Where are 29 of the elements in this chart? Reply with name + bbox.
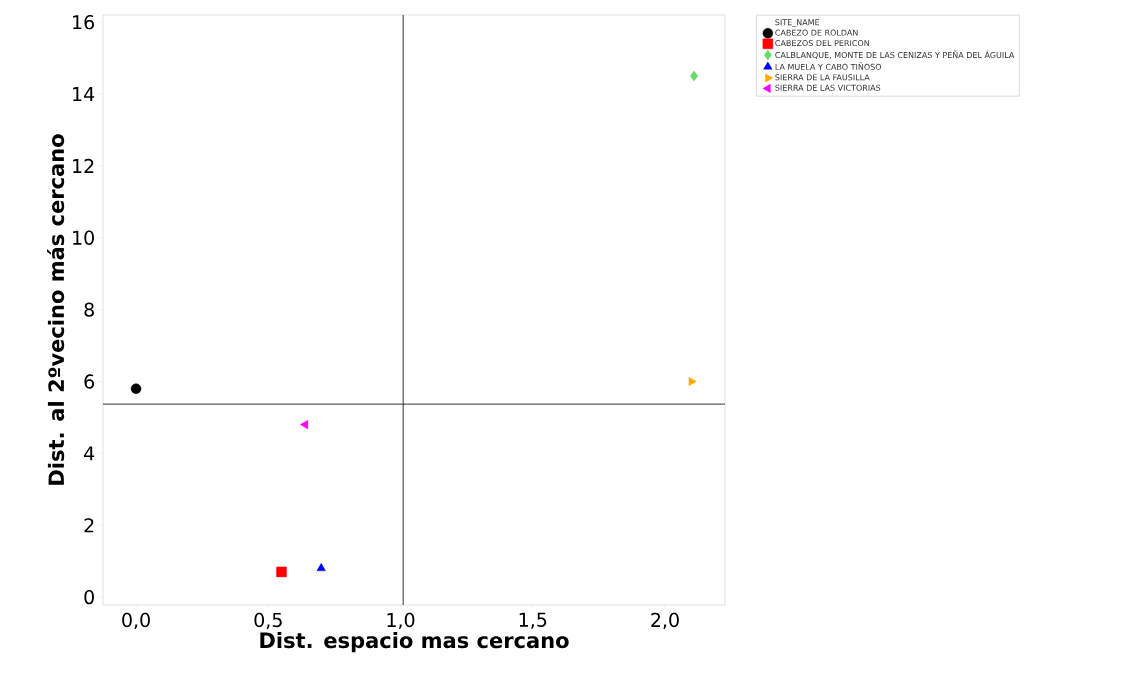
y-tick-label: 2	[84, 518, 94, 533]
legend-label: CALBLANQUE, MONTE DE LAS CENIZAS Y PEÑA DEL ÁGUILA	[775, 50, 1015, 59]
x-tick-label: 2,0	[651, 612, 679, 630]
y-tick-label: 14	[73, 87, 95, 101]
y-tick-label: 0	[84, 589, 94, 605]
point	[688, 376, 697, 387]
x-tick-label: 1,0	[387, 612, 415, 630]
y-tick-label: 4	[84, 446, 95, 461]
legend-label: SIERRA DE LA FAUSILLA	[775, 74, 870, 81]
point	[316, 563, 326, 572]
point	[690, 70, 699, 82]
y-tick-label: 6	[84, 374, 94, 389]
x-tick-label: 0,5	[254, 612, 282, 630]
point	[300, 420, 309, 430]
x-tick-label: 1,5	[519, 612, 547, 629]
y-tick-label: 10	[73, 230, 94, 245]
legend-label: CABEZOS DEL PERICON	[775, 40, 869, 47]
y-tick-label: 8	[84, 302, 94, 317]
legend-label: LA MUELA Y CABO TIÑOSO	[775, 62, 882, 70]
point	[276, 566, 287, 578]
y-tick-label: 16	[73, 14, 94, 30]
point	[130, 383, 142, 394]
y-tick-label: 12	[73, 158, 94, 173]
x-axis-title: Dist. espacio mas cercano	[260, 631, 569, 653]
legend-title: SITE_NAME	[775, 19, 820, 28]
x-tick-label: 0,0	[122, 612, 150, 630]
legend-label: CABEZO DE ROLDAN	[775, 29, 858, 36]
y-axis-title: Dist. al 2ºvecino más cercano	[47, 134, 65, 485]
legend-label: SIERRA DE LAS VICTORIAS	[775, 84, 881, 91]
